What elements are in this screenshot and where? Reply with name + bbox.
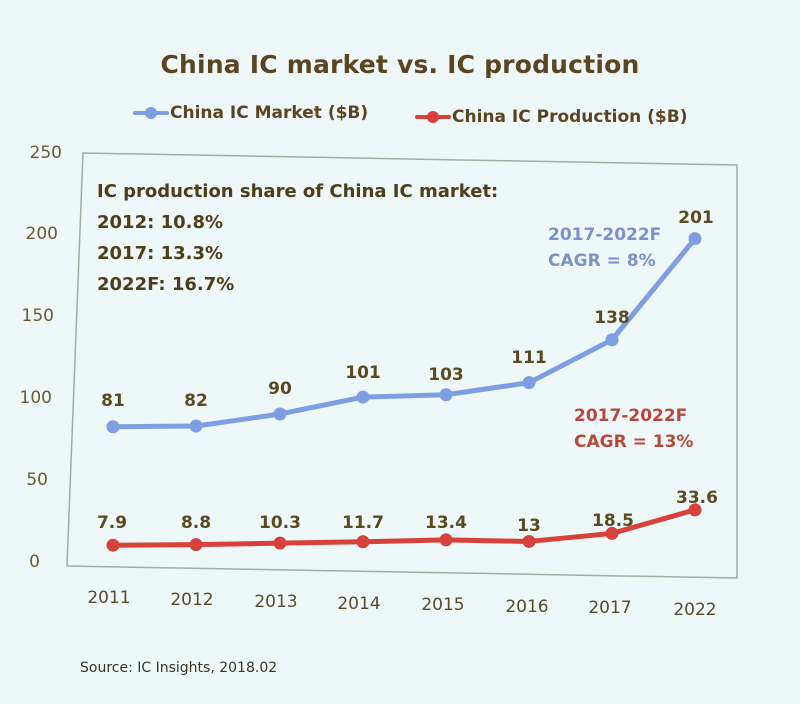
production-label-2016: 13 xyxy=(517,516,541,536)
share-line-2012: 2012: 10.8% xyxy=(97,212,224,233)
y-tick-100: 100 xyxy=(19,388,52,408)
x-tick-2022: 2022 xyxy=(673,600,717,620)
market-point-2012 xyxy=(189,419,203,433)
market-line xyxy=(112,237,697,430)
production-point-2016 xyxy=(522,534,536,548)
production-point-2013 xyxy=(273,536,287,550)
production-point-2022 xyxy=(688,503,702,517)
x-tick-2012: 2012 xyxy=(170,590,214,610)
production-label-2011: 7.9 xyxy=(96,513,128,533)
market-label-2013: 90 xyxy=(268,379,292,399)
production-line xyxy=(112,507,696,548)
market-point-2022 xyxy=(688,232,702,246)
legend-item-market: China IC Market ($B) xyxy=(133,103,368,123)
market-label-2017: 138 xyxy=(594,308,630,328)
production-label-2022: 33.6 xyxy=(676,488,718,508)
market-point-2016 xyxy=(522,376,536,390)
production-label-2015: 13.4 xyxy=(425,513,467,533)
x-tick-2013: 2013 xyxy=(254,592,298,612)
market-label-2015: 103 xyxy=(428,365,464,385)
chart-title: China IC market vs. IC production xyxy=(160,50,640,79)
production-point-2011 xyxy=(106,538,120,552)
x-tick-2017: 2017 xyxy=(588,598,632,618)
legend-label-market: China IC Market ($B) xyxy=(170,103,369,123)
production-label-2012: 8.8 xyxy=(180,513,212,533)
production-cagr-annotation: 2017-2022F CAGR = 13% xyxy=(574,403,693,455)
share-line-2022f: 2022F: 16.7% xyxy=(97,274,235,295)
x-tick-2015: 2015 xyxy=(421,595,465,615)
source-note: Source: IC Insights, 2018.02 xyxy=(80,660,278,676)
production-point-2014 xyxy=(356,535,370,549)
production-label-2013: 10.3 xyxy=(259,513,301,533)
market-cagr-value: CAGR = 8% xyxy=(548,251,656,271)
market-label-2016: 111 xyxy=(511,348,547,368)
y-tick-50: 50 xyxy=(26,470,48,490)
y-tick-150: 150 xyxy=(21,306,54,326)
plot-border xyxy=(66,152,738,579)
share-title: IC production share of China IC market: xyxy=(97,181,499,202)
production-point-2017 xyxy=(605,526,619,540)
market-cagr-annotation: 2017-2022F CAGR = 8% xyxy=(548,222,661,274)
market-point-2014 xyxy=(356,390,370,404)
production-label-2014: 11.7 xyxy=(342,513,384,533)
production-cagr-value: CAGR = 13% xyxy=(574,432,694,452)
production-label-2017: 18.5 xyxy=(592,511,634,531)
y-tick-250: 250 xyxy=(29,143,62,163)
market-label-2011: 81 xyxy=(101,391,125,411)
market-point-2015 xyxy=(439,388,453,402)
share-annotation: IC production share of China IC market: … xyxy=(97,176,498,300)
legend-marker-blue-icon xyxy=(133,107,169,119)
market-point-2017 xyxy=(605,333,619,347)
market-point-2011 xyxy=(106,420,120,434)
x-tick-2016: 2016 xyxy=(505,597,549,617)
market-label-2014: 101 xyxy=(345,363,381,383)
x-tick-2011: 2011 xyxy=(87,588,131,608)
market-point-2013 xyxy=(273,407,287,421)
production-point-2012 xyxy=(189,538,203,552)
market-label-2012: 82 xyxy=(184,391,208,411)
production-cagr-period: 2017-2022F xyxy=(574,406,688,426)
legend-marker-red-icon xyxy=(415,111,451,123)
y-tick-200: 200 xyxy=(25,224,58,244)
legend-item-production: China IC Production ($B) xyxy=(415,107,687,127)
market-cagr-period: 2017-2022F xyxy=(548,225,662,245)
share-line-2017: 2017: 13.3% xyxy=(97,243,224,264)
y-tick-0: 0 xyxy=(29,552,40,572)
legend-label-production: China IC Production ($B) xyxy=(452,107,688,127)
market-label-2022: 201 xyxy=(678,208,714,228)
production-point-2015 xyxy=(439,533,453,547)
x-tick-2014: 2014 xyxy=(337,594,381,614)
